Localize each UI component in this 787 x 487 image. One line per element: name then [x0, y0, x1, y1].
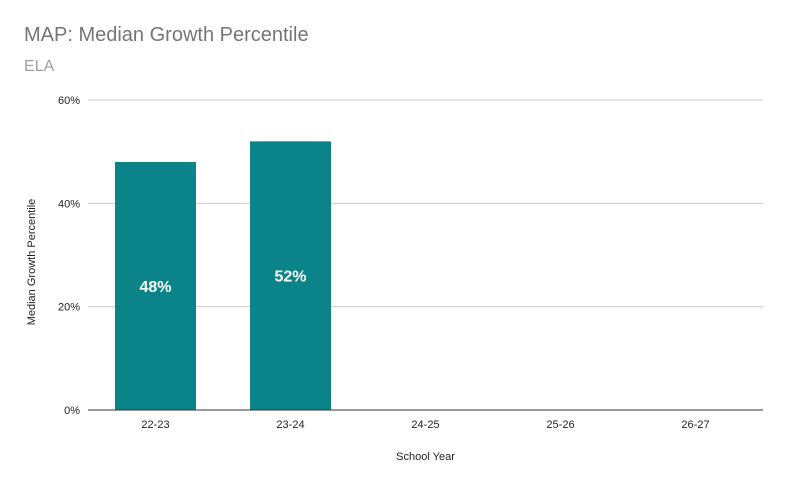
x-tick-label: 23-24	[276, 419, 304, 431]
bar-data-label: 48%	[139, 279, 171, 296]
y-axis-label: Median Growth Percentile	[26, 199, 38, 326]
x-tick-label: 24-25	[411, 419, 439, 431]
bar-23-24	[250, 141, 331, 411]
x-tick-label: 22-23	[141, 419, 169, 431]
y-tick-label: 20%	[58, 302, 80, 314]
grid-lines	[88, 99, 763, 308]
y-axis-ticks: 0% 20% 40% 60%	[58, 95, 80, 417]
bar-data-label: 52%	[274, 269, 306, 286]
chart-subtitle: ELA	[24, 58, 55, 75]
x-tick-label: 25-26	[546, 419, 574, 431]
bars: 48% 52%	[115, 141, 331, 411]
y-tick-label: 0%	[64, 405, 80, 417]
x-tick-label: 26-27	[681, 419, 709, 431]
y-tick-label: 40%	[58, 198, 80, 210]
y-tick-label: 60%	[58, 95, 80, 107]
x-axis-ticks: 22-23 23-24 24-25 25-26 26-27	[141, 419, 709, 431]
bar-22-23	[115, 162, 196, 410]
chart-title: MAP: Median Growth Percentile	[24, 24, 309, 46]
x-axis-label: School Year	[396, 451, 455, 463]
